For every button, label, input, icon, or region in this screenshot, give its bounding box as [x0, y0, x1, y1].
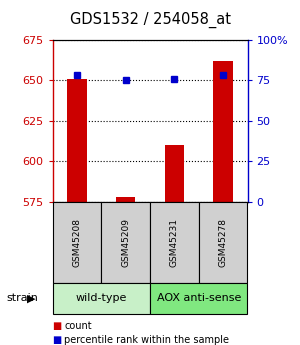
Bar — [67, 79, 87, 202]
Text: GSM45278: GSM45278 — [219, 218, 228, 267]
Text: wild-type: wild-type — [76, 294, 127, 303]
Text: GDS1532 / 254058_at: GDS1532 / 254058_at — [70, 12, 230, 28]
Text: GSM45231: GSM45231 — [170, 218, 179, 267]
Text: ▶: ▶ — [27, 294, 36, 303]
Text: strain: strain — [6, 294, 38, 303]
Text: GSM45208: GSM45208 — [72, 218, 81, 267]
Bar — [213, 61, 233, 202]
Text: percentile rank within the sample: percentile rank within the sample — [64, 335, 230, 345]
Text: ■: ■ — [52, 335, 62, 345]
Text: ■: ■ — [52, 321, 62, 331]
Bar — [165, 145, 184, 202]
Text: count: count — [64, 321, 92, 331]
Text: AOX anti-sense: AOX anti-sense — [157, 294, 241, 303]
Bar — [116, 197, 135, 202]
Text: GSM45209: GSM45209 — [121, 218, 130, 267]
